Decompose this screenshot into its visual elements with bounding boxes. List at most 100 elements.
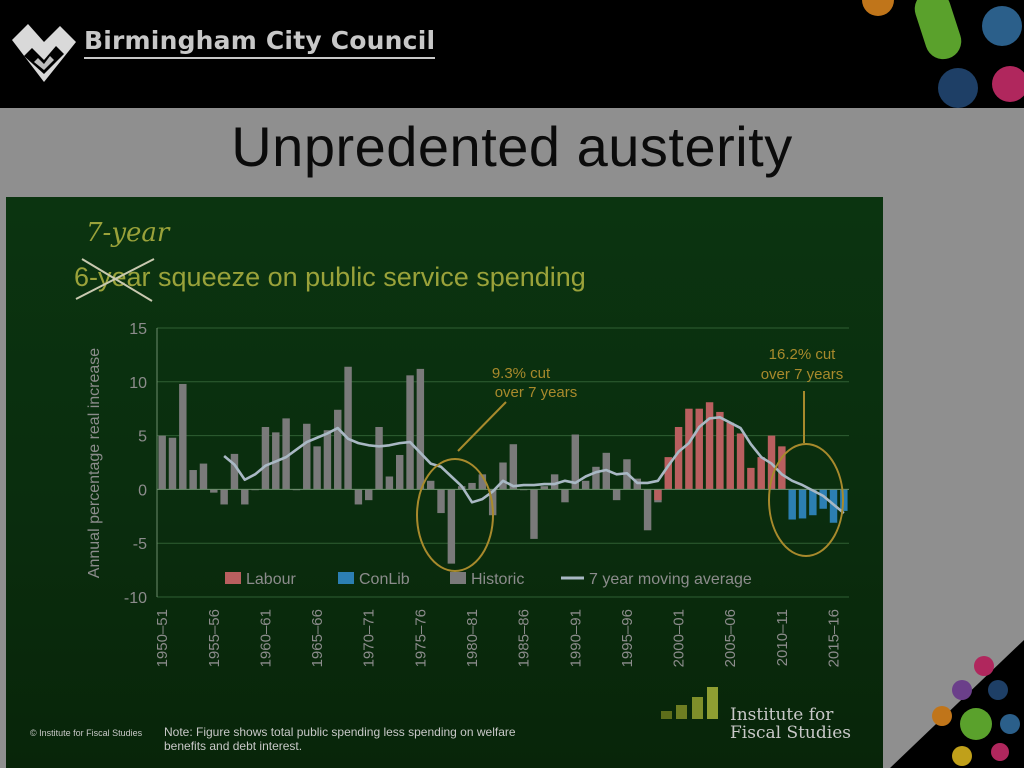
ifs-logo-icon [661, 687, 718, 719]
annotation-1: 9.3% cut over 7 years [416, 365, 578, 572]
organization-name: Birmingham City Council [84, 26, 436, 59]
title-strike-2 [81, 258, 153, 302]
bar-historic [561, 489, 569, 503]
bar-historic [179, 383, 187, 490]
x-tick-label: 1975–76 [412, 609, 429, 667]
bar-historic [344, 366, 352, 490]
bar-historic [509, 444, 518, 490]
x-tick-label: 1960–61 [257, 609, 274, 667]
x-tick-label: 2005–06 [722, 609, 739, 667]
x-tick-label: 1950–51 [154, 609, 171, 667]
ifs-name-line-1: Institute for [730, 705, 834, 725]
copyright-text: © Institute for Fiscal Studies [30, 728, 143, 738]
bar-labour [705, 402, 714, 490]
bar-historic [499, 462, 507, 490]
bar-historic [168, 437, 177, 490]
annotation-2: 16.2% cut over 7 years [761, 346, 844, 557]
annotation-2-ellipse [768, 443, 844, 557]
x-tick-label: 2010–11 [774, 609, 791, 666]
y-axis-label: Annual percentage real increase [86, 348, 103, 578]
bar-historic [313, 446, 321, 490]
bar-historic [282, 418, 290, 490]
bar-historic [643, 489, 652, 531]
bar-historic [189, 470, 197, 490]
bar-labour [674, 426, 683, 490]
legend-label-labour: Labour [246, 571, 296, 588]
footnote-line-2: benefits and debt interest. [164, 739, 302, 753]
bar-labour [736, 433, 745, 490]
decorative-dots-icon [890, 640, 1024, 768]
bar-historic [468, 482, 476, 490]
legend-label-historic: Historic [471, 571, 524, 588]
x-tick-layer: 1950–51 1955–56 1960–61 1965–66 1970–71 1975–… [154, 609, 842, 667]
y-tick-label: 5 [138, 429, 147, 446]
legend-label-moving-average: 7 year moving average [589, 571, 752, 588]
x-tick-label: 1985–86 [516, 609, 533, 667]
bar-labour [664, 457, 672, 490]
x-tick-label: 1955–56 [206, 609, 223, 667]
legend-swatch-conlib [338, 572, 354, 584]
legend-label-conlib: ConLib [359, 571, 410, 588]
bar-historic [592, 466, 600, 490]
bar-labour [778, 446, 786, 490]
bar-historic [478, 474, 487, 490]
y-tick-label: 0 [138, 482, 147, 499]
bar-conlib [809, 489, 817, 516]
bar-historic [437, 489, 445, 514]
x-tick-label: 1970–71 [361, 609, 378, 667]
chart-panel: 15 10 5 0 -5 -10 1950–51 1955–56 1960–61 1965–66… [6, 197, 883, 768]
bar-historic [220, 489, 228, 505]
ifs-name-line-2: Fiscal Studies [730, 723, 851, 743]
x-tick-label: 1965–66 [309, 609, 326, 667]
bar-labour [716, 411, 724, 490]
bar-labour [695, 408, 703, 490]
bar-labour [654, 489, 662, 501]
bar-historic [241, 489, 249, 505]
bar-conlib [819, 489, 827, 509]
bar-historic [581, 480, 590, 490]
bar-labour [747, 467, 755, 490]
bar-historic [416, 368, 425, 490]
bar-historic [323, 430, 332, 490]
legend-swatch-labour [225, 572, 241, 584]
bar-historic [199, 463, 208, 490]
annotation-2-line-1: 16.2% cut [769, 346, 837, 363]
y-tick-layer: 15 10 5 0 -5 -10 [124, 321, 147, 607]
y-tick-label: 10 [129, 375, 147, 392]
annotation-1-line-1: 9.3% cut [492, 365, 551, 382]
annotation-1-ellipse [416, 458, 494, 572]
x-tick-label: 1980–81 [464, 609, 481, 667]
x-tick-label: 2000–01 [671, 609, 688, 667]
annotation-1-pointer [457, 401, 507, 452]
decorative-dots-icon [862, 0, 1024, 108]
bar-labour [757, 457, 765, 490]
bar-historic [571, 434, 580, 490]
header-bar: Birmingham City Council [0, 0, 1024, 108]
bar-labour [726, 422, 734, 490]
chart-title: 6-year squeeze on public service spendin… [74, 262, 586, 292]
title-correction: 7-year [86, 218, 171, 248]
legend-swatch-historic [450, 572, 466, 584]
bar-historic [530, 489, 538, 539]
bar-historic [158, 435, 166, 490]
y-tick-label: 15 [129, 321, 147, 338]
bar-historic [540, 486, 549, 490]
legend: Labour ConLib Historic 7 year moving ave… [225, 571, 752, 588]
bar-historic [385, 476, 394, 490]
footnote-line-1: Note: Figure shows total public spending… [164, 725, 516, 739]
bar-historic [447, 489, 456, 564]
bar-historic [303, 423, 311, 490]
bar-historic [365, 489, 373, 501]
bar-historic [230, 453, 239, 490]
x-tick-label: 1995–96 [619, 609, 636, 667]
bar-historic [406, 375, 414, 490]
annotation-2-line-2: over 7 years [761, 366, 844, 383]
bar-historic [354, 489, 363, 505]
bar-labour [685, 408, 693, 490]
x-tick-label: 2015–16 [826, 609, 843, 667]
bar-historic [396, 454, 404, 490]
bar-historic [261, 426, 270, 490]
line-layer [223, 416, 845, 515]
bar-historic [550, 474, 559, 490]
annotation-1-line-2: over 7 years [495, 384, 578, 401]
